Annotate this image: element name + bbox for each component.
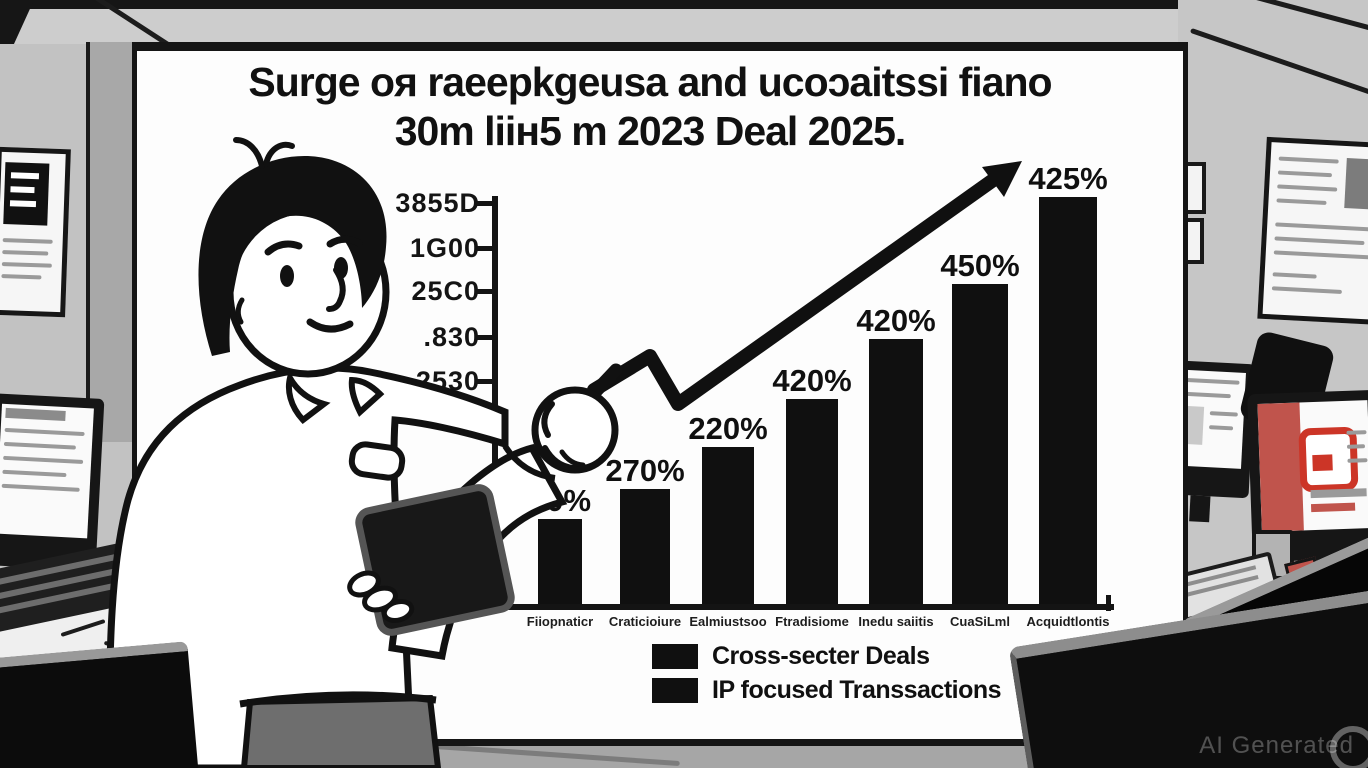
y-tick-label: 25C0 bbox=[411, 276, 480, 306]
y-axis bbox=[492, 196, 498, 610]
x-category-label: Ftradisiome bbox=[775, 614, 849, 629]
y-tick-mark bbox=[477, 289, 492, 294]
x-axis bbox=[492, 604, 1114, 610]
y-tick-label: .830 bbox=[423, 322, 480, 352]
bar bbox=[620, 489, 670, 604]
ai-generated-watermark: AI Generated bbox=[1199, 732, 1354, 759]
legend-label-cross-sector: Cross-secter Deals bbox=[712, 642, 930, 670]
x-category-label: CuaSiLml bbox=[950, 614, 1010, 629]
x-category-label: Craticioiure bbox=[608, 614, 682, 629]
ceiling-beam bbox=[26, 0, 1336, 9]
y-tick-label: 1G00 bbox=[409, 233, 480, 263]
bar bbox=[702, 447, 754, 604]
bar bbox=[786, 399, 838, 604]
bar bbox=[952, 284, 1008, 604]
x-category-label: Ealmiustsoo bbox=[689, 614, 767, 629]
legend-swatch-cross-sector bbox=[652, 644, 698, 669]
presenter-pants bbox=[240, 694, 442, 768]
y-tick-mark bbox=[477, 201, 492, 206]
legend-item-2: IP focused Transsactions bbox=[652, 676, 1002, 705]
bar bbox=[1039, 197, 1097, 604]
board-title-line1: Surge oя raeepkgeusa and ucoɔaitssi fian… bbox=[248, 59, 1052, 105]
bar-value-label: 450% bbox=[940, 248, 1020, 283]
legend-item-1: Cross-secter Deals bbox=[652, 642, 930, 671]
tablet bbox=[355, 484, 515, 636]
laptop-left-foreground bbox=[0, 641, 201, 768]
y-tick-label: 3855D bbox=[395, 188, 480, 218]
x-category-label: Inedu saiitis bbox=[858, 614, 934, 629]
board-title: Surge oя raeepkgeusa and ucoɔaitssi fian… bbox=[210, 58, 1090, 156]
bar-value-label: 270% bbox=[605, 453, 685, 488]
bar-value-label: 220% bbox=[688, 411, 768, 446]
legend-label-ip-focused: IP focused Transsactions bbox=[712, 676, 1002, 704]
bar-value-label: 425% bbox=[1028, 161, 1108, 196]
bar bbox=[869, 339, 923, 604]
y-tick-mark bbox=[477, 379, 492, 384]
y-tick-mark bbox=[477, 246, 492, 251]
board-title-line2: 30m liiʜ5 m 2023 Deal 2025. bbox=[394, 108, 907, 154]
x-category-label: Fiiopnaticr bbox=[526, 614, 594, 629]
presenter-hair bbox=[198, 156, 387, 356]
presenter-illustration bbox=[106, 137, 623, 768]
bar-value-label: 420% bbox=[772, 363, 852, 398]
x-category-label: Acquidtlontis bbox=[1026, 614, 1110, 629]
bar bbox=[538, 519, 582, 604]
y-tick-mark bbox=[477, 335, 492, 340]
legend-swatch-ip-focused bbox=[652, 678, 698, 703]
x-axis-end-tick bbox=[1106, 595, 1111, 611]
bar-value-label: 420% bbox=[856, 303, 936, 338]
monitor-logo-ring bbox=[1330, 726, 1368, 768]
presenter-shirt bbox=[106, 364, 509, 768]
